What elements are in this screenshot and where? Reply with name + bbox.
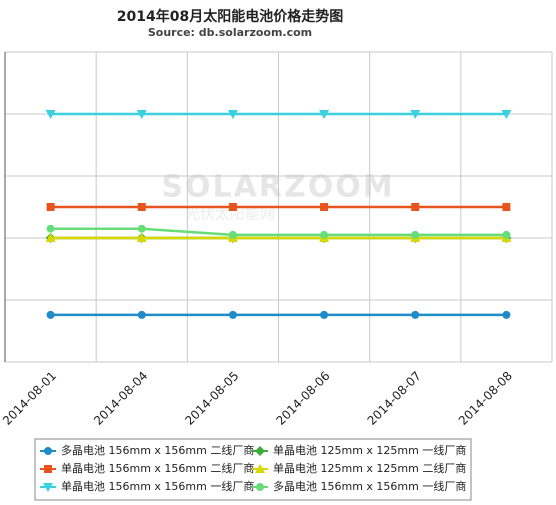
chart-subtitle: Source: db.solarzoom.com: [148, 26, 312, 39]
data-point: [46, 310, 55, 319]
legend-label: 单晶电池 156mm x 156mm 二线厂商: [61, 461, 254, 475]
x-tick-label: 2014-08-05: [182, 369, 241, 428]
legend-label: 单晶电池 125mm x 125mm 二线厂商: [273, 461, 466, 475]
data-point: [45, 110, 56, 119]
data-point: [137, 203, 146, 211]
data-point: [501, 110, 512, 119]
data-point: [411, 230, 420, 239]
data-point: [228, 203, 237, 211]
x-tick-label: 2014-08-06: [273, 369, 332, 428]
watermark-sub: 光伏太阳能网: [185, 205, 275, 223]
data-point: [320, 310, 329, 319]
data-point: [410, 110, 421, 119]
legend-marker: [255, 446, 265, 456]
legend-label: 单晶电池 125mm x 125mm 一线厂商: [273, 443, 466, 457]
legend-marker: [44, 465, 52, 473]
data-point: [411, 310, 420, 319]
legend-marker: [44, 447, 52, 455]
data-point: [137, 310, 146, 319]
data-point: [411, 203, 420, 211]
x-tick-label: 2014-08-07: [365, 369, 424, 428]
data-point: [320, 203, 329, 211]
series-line: [50, 227, 507, 237]
x-tick-label: 2014-08-01: [0, 369, 59, 428]
data-point: [228, 230, 237, 239]
legend-label: 多晶电池 156mm x 156mm 一线厂商: [273, 479, 466, 493]
x-tick-label: 2014-08-04: [91, 369, 150, 428]
data-point: [227, 110, 238, 119]
data-point: [502, 203, 511, 211]
legend-marker: [256, 483, 264, 491]
data-point: [502, 230, 511, 239]
data-point: [319, 110, 330, 119]
chart-title: 2014年08月太阳能电池价格走势图: [117, 8, 343, 25]
data-point: [228, 310, 237, 319]
data-point: [320, 230, 329, 239]
data-point: [137, 224, 146, 233]
data-point: [45, 233, 56, 242]
legend-label: 多晶电池 156mm x 156mm 二线厂商: [61, 443, 254, 457]
x-tick-label: 2014-08-08: [456, 369, 515, 428]
legend-marker: [43, 483, 53, 492]
data-point: [46, 203, 55, 211]
data-point: [502, 310, 511, 319]
legend-label: 单晶电池 156mm x 156mm 一线厂商: [61, 479, 254, 493]
legend-marker: [255, 464, 265, 473]
data-point: [136, 110, 147, 119]
data-point: [136, 233, 147, 242]
data-point: [46, 224, 55, 233]
watermark: SOLARZOOM: [161, 170, 394, 205]
